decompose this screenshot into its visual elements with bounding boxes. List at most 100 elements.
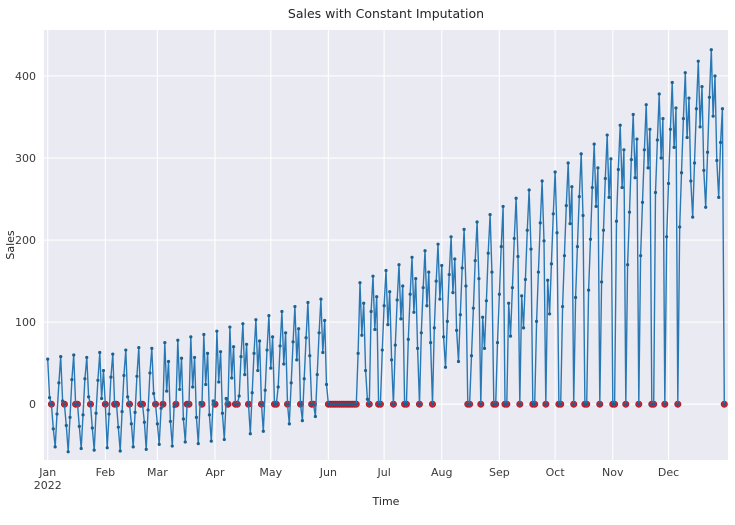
point-marker	[692, 161, 697, 165]
point-marker	[59, 355, 63, 359]
point-marker	[687, 96, 691, 100]
chart-title: Sales with Constant Imputation	[288, 6, 484, 21]
point-marker	[585, 402, 589, 406]
point-marker	[384, 268, 388, 273]
gridlines	[44, 30, 728, 460]
point-marker	[555, 231, 559, 235]
point-marker	[228, 325, 232, 329]
point-marker	[218, 350, 223, 354]
point-marker	[85, 355, 89, 360]
point-marker	[536, 270, 541, 274]
point-marker	[109, 375, 113, 379]
point-marker	[607, 195, 611, 200]
point-marker	[635, 137, 639, 141]
point-marker	[683, 71, 687, 75]
point-marker	[267, 313, 271, 318]
point-marker	[655, 138, 659, 142]
point-marker	[458, 313, 462, 317]
point-marker	[244, 342, 249, 346]
point-marker	[672, 145, 676, 149]
point-marker	[87, 395, 91, 399]
point-marker	[315, 373, 319, 377]
point-marker	[484, 299, 488, 303]
point-marker	[505, 402, 509, 406]
point-marker	[280, 309, 284, 314]
point-marker	[702, 168, 706, 172]
x-tick-label: Jun	[319, 466, 337, 479]
point-marker	[103, 402, 107, 406]
point-marker	[473, 258, 477, 263]
y-tick-label: 100	[15, 316, 36, 329]
point-marker	[311, 402, 316, 406]
point-marker	[709, 48, 713, 52]
point-marker	[183, 440, 187, 444]
point-marker	[442, 335, 446, 339]
point-marker	[642, 148, 646, 152]
point-marker	[412, 310, 416, 314]
point-marker	[423, 249, 427, 253]
point-marker	[575, 245, 580, 249]
point-marker	[562, 254, 567, 258]
point-marker	[358, 281, 362, 285]
point-marker	[122, 373, 126, 378]
point-marker	[594, 204, 598, 209]
point-marker	[430, 402, 435, 406]
point-marker	[705, 150, 710, 154]
point-marker	[100, 396, 104, 401]
point-marker	[165, 389, 169, 393]
plot-area	[44, 30, 728, 460]
point-marker	[648, 127, 652, 131]
point-marker	[600, 280, 604, 284]
x-tick-label: May	[259, 466, 282, 479]
point-marker	[51, 427, 55, 431]
point-marker	[62, 402, 67, 406]
point-marker	[101, 368, 106, 373]
point-marker	[298, 402, 303, 406]
point-marker	[462, 227, 466, 232]
point-marker	[64, 423, 68, 428]
point-marker	[243, 373, 247, 377]
point-marker	[566, 161, 570, 165]
point-marker	[440, 263, 444, 268]
point-marker	[652, 402, 656, 406]
point-marker	[626, 263, 630, 267]
point-marker	[220, 411, 225, 415]
point-marker	[161, 402, 165, 406]
point-marker	[226, 402, 230, 406]
point-marker	[410, 255, 414, 259]
point-marker	[205, 351, 210, 355]
point-marker	[137, 345, 141, 350]
x-tick-label: Mar	[147, 466, 168, 479]
point-marker	[560, 304, 565, 309]
point-marker	[105, 446, 109, 450]
point-marker	[189, 335, 193, 339]
y-axis-label: Sales	[4, 230, 17, 260]
point-marker	[477, 277, 481, 281]
point-marker	[429, 341, 433, 345]
point-marker	[592, 142, 596, 146]
point-marker	[204, 382, 208, 387]
point-marker	[722, 402, 726, 406]
point-marker	[445, 319, 449, 323]
point-marker	[564, 204, 568, 208]
point-marker	[323, 318, 327, 323]
point-marker	[356, 351, 360, 355]
y-tick-label: 400	[15, 70, 36, 83]
point-marker	[148, 371, 152, 375]
point-marker	[248, 432, 252, 436]
x-tick-label: Feb	[96, 466, 115, 479]
point-marker	[479, 402, 483, 406]
point-marker	[96, 378, 100, 383]
point-marker	[681, 117, 685, 121]
point-marker	[287, 422, 291, 426]
point-marker	[386, 322, 390, 327]
point-marker	[586, 288, 591, 292]
point-marker	[613, 402, 617, 406]
point-marker	[181, 417, 186, 421]
point-marker	[464, 284, 468, 288]
point-marker	[146, 408, 150, 412]
point-marker	[497, 292, 501, 296]
point-marker	[707, 95, 712, 99]
point-marker	[633, 176, 637, 180]
y-tick-label: 300	[15, 152, 36, 165]
